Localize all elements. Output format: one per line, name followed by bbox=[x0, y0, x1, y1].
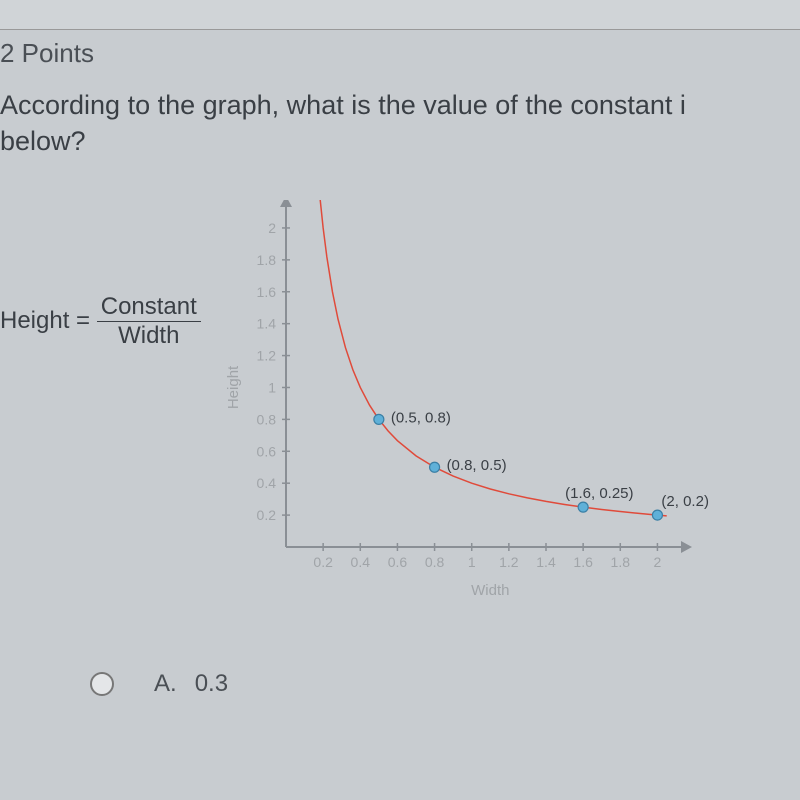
svg-text:2: 2 bbox=[653, 554, 661, 570]
answer-value: 0.3 bbox=[195, 670, 228, 698]
formula-denominator: Width bbox=[97, 322, 201, 348]
chart-svg: 0.2 0.4 0.6 0.8 1 1.2 1.4 1.6 1.8 2 0.2 0.4 0.6 0.8 1 1… bbox=[211, 200, 711, 620]
svg-text:0.8: 0.8 bbox=[256, 411, 276, 427]
main-row: Height = Constant Width 0.2 0.4 0.6 0.8 1 1.2… bbox=[0, 200, 800, 620]
formula-fraction: Constant Width bbox=[97, 295, 201, 348]
radio-icon[interactable] bbox=[90, 672, 114, 696]
svg-text:1: 1 bbox=[468, 554, 476, 570]
svg-text:0.4: 0.4 bbox=[256, 475, 276, 491]
svg-text:Width: Width bbox=[471, 582, 509, 599]
svg-text:1: 1 bbox=[268, 379, 276, 395]
svg-text:1.4: 1.4 bbox=[536, 554, 556, 570]
svg-text:(0.8, 0.5): (0.8, 0.5) bbox=[446, 457, 506, 474]
svg-text:0.8: 0.8 bbox=[425, 554, 445, 570]
svg-text:1.6: 1.6 bbox=[256, 284, 276, 300]
svg-text:0.2: 0.2 bbox=[313, 554, 333, 570]
answer-option-a[interactable]: A. 0.3 bbox=[0, 670, 800, 698]
svg-text:Height: Height bbox=[225, 365, 242, 409]
svg-text:(1.6, 0.25): (1.6, 0.25) bbox=[565, 485, 633, 502]
svg-text:0.2: 0.2 bbox=[256, 507, 276, 523]
window-top-bar bbox=[0, 0, 800, 30]
svg-text:0.6: 0.6 bbox=[256, 443, 276, 459]
points-label: 2 Points bbox=[0, 38, 800, 69]
svg-text:1.8: 1.8 bbox=[610, 554, 630, 570]
svg-text:(2, 0.2): (2, 0.2) bbox=[661, 493, 709, 510]
formula: Height = Constant Width bbox=[0, 295, 201, 348]
svg-text:2: 2 bbox=[268, 220, 276, 236]
svg-text:1.4: 1.4 bbox=[256, 316, 276, 332]
formula-lhs: Height = bbox=[0, 307, 90, 334]
question-content: 2 Points According to the graph, what is… bbox=[0, 30, 800, 800]
height-width-chart: 0.2 0.4 0.6 0.8 1 1.2 1.4 1.6 1.8 2 0.2 0.4 0.6 0.8 1 1… bbox=[211, 200, 711, 620]
svg-text:0.4: 0.4 bbox=[350, 554, 370, 570]
formula-numerator: Constant bbox=[97, 295, 201, 322]
svg-text:1.6: 1.6 bbox=[573, 554, 593, 570]
svg-text:(0.5, 0.8): (0.5, 0.8) bbox=[391, 409, 451, 426]
question-text: According to the graph, what is the valu… bbox=[0, 87, 800, 160]
svg-text:1.8: 1.8 bbox=[256, 252, 276, 268]
svg-text:0.6: 0.6 bbox=[387, 554, 407, 570]
svg-text:1.2: 1.2 bbox=[499, 554, 519, 570]
question-line-2: below? bbox=[0, 126, 86, 156]
question-line-1: According to the graph, what is the valu… bbox=[0, 90, 686, 120]
answer-letter: A. bbox=[154, 670, 177, 698]
svg-text:1.2: 1.2 bbox=[256, 347, 276, 363]
